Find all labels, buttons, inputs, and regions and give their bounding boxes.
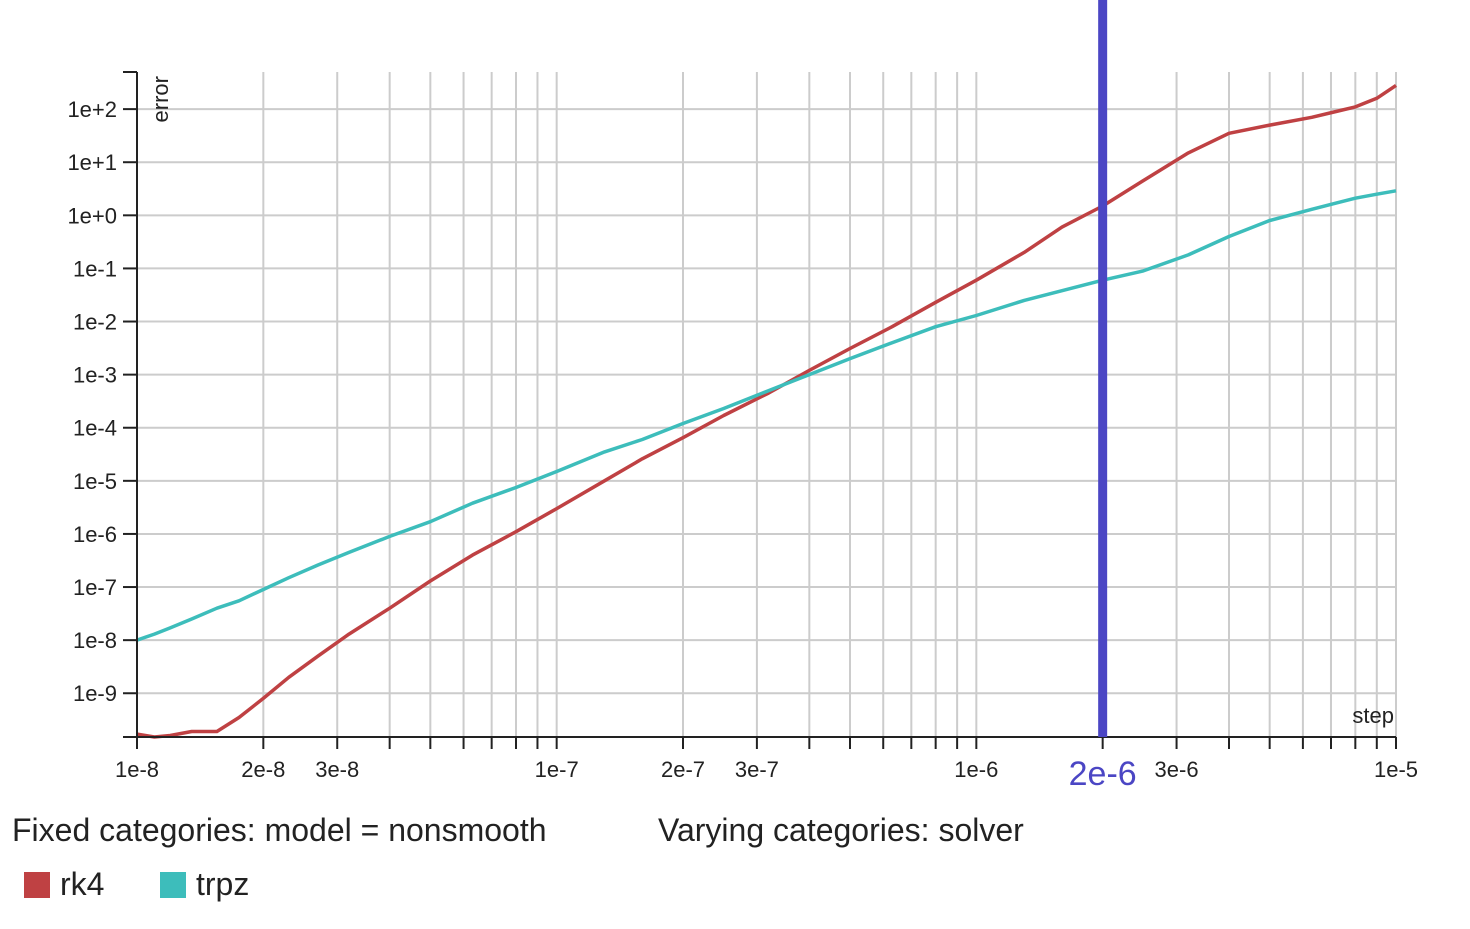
x-tick-label: 1e-6: [954, 757, 998, 782]
varying-categories-label: Varying categories: solver: [658, 812, 1024, 848]
x-tick-label: 1e-5: [1374, 757, 1418, 782]
x-tick-label: 1e-8: [115, 757, 159, 782]
y-tick-label: 1e+2: [67, 97, 117, 122]
x-tick-label: 2e-7: [661, 757, 705, 782]
y-tick-label: 1e-7: [73, 575, 117, 600]
marker-label: 2e-6: [1069, 755, 1137, 793]
step-marker[interactable]: 2e-6: [1069, 0, 1137, 793]
y-tick-label: 1e-9: [73, 681, 117, 706]
legend-label-trpz: trpz: [196, 866, 250, 902]
y-tick-label: 1e-6: [73, 522, 117, 547]
y-tick-label: 1e-4: [73, 416, 117, 441]
x-axis-label: step: [1352, 703, 1394, 728]
legend-item-trpz[interactable]: trpz: [160, 866, 249, 903]
y-tick-label: 1e-2: [73, 310, 117, 335]
y-tick-label: 1e-3: [73, 363, 117, 388]
series-line-trpz: [136, 189, 1397, 642]
y-tick-label: 1e+1: [67, 150, 117, 175]
y-axis-label: error: [148, 76, 173, 122]
line-chart: 1e+2 1e+1 1e+0 1e-1 1e-2 1e-3 1e-4 1e-5 1e-6 1e-7…: [67, 0, 1418, 793]
x-tick-label: 3e-7: [735, 757, 779, 782]
x-tick-label: 2e-8: [241, 757, 285, 782]
y-tick-label: 1e-1: [73, 256, 117, 281]
legend-label-rk4: rk4: [60, 866, 105, 902]
legend-swatch-rk4: [24, 871, 50, 898]
legend-item-rk4[interactable]: rk4: [24, 866, 104, 903]
x-tick-label: 1e-7: [535, 757, 579, 782]
fixed-categories-label: Fixed categories: model = nonsmooth: [12, 812, 547, 848]
grid: [136, 72, 1397, 737]
y-tick-label: 1e+0: [67, 203, 117, 228]
series-lines: [136, 83, 1397, 739]
legend-swatch-trpz: [160, 871, 186, 898]
axes: 1e+2 1e+1 1e+0 1e-1 1e-2 1e-3 1e-4 1e-5 1e-6 1e-7…: [67, 71, 1418, 782]
x-tick-label: 3e-8: [315, 757, 359, 782]
y-tick-label: 1e-5: [73, 469, 117, 494]
x-tick-label: 3e-6: [1155, 757, 1199, 782]
y-tick-label: 1e-8: [73, 628, 117, 653]
